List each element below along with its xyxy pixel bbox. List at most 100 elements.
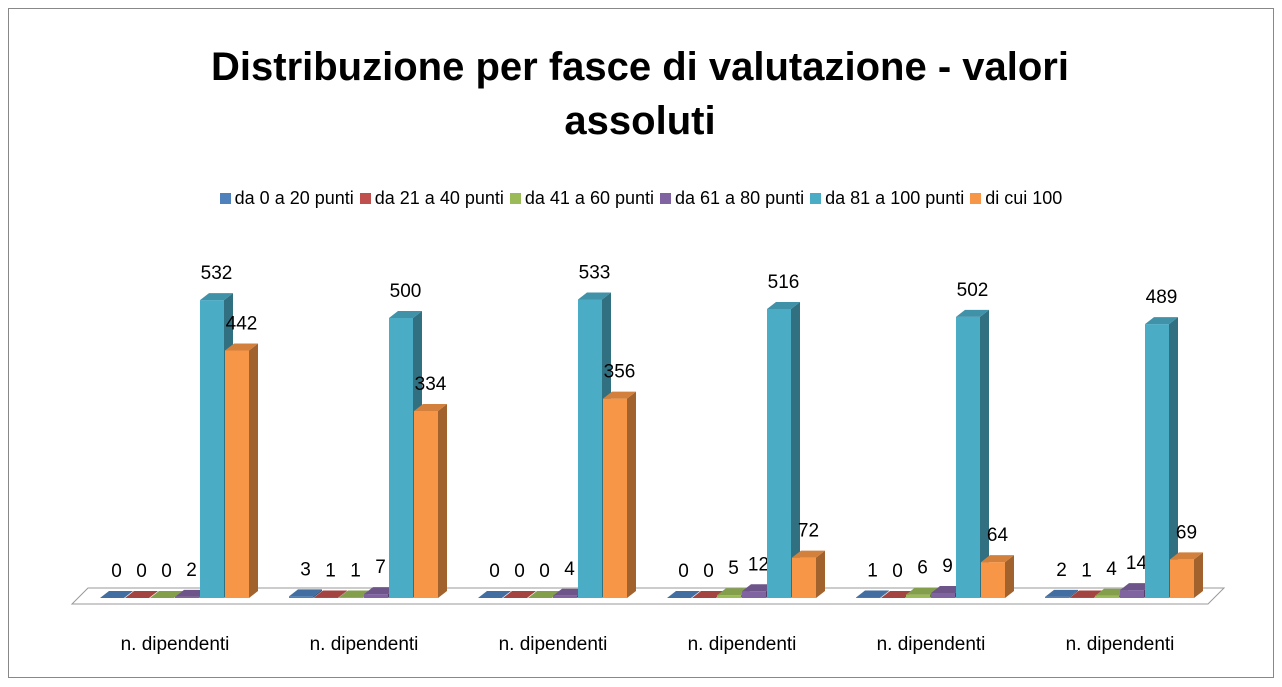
data-label: 72 <box>798 521 819 542</box>
bar <box>314 590 347 598</box>
bar <box>603 391 636 598</box>
bar-face <box>100 591 133 598</box>
x-tick-label: n. dipendenti <box>1066 634 1175 655</box>
bar-face <box>980 309 989 598</box>
data-label: 516 <box>768 272 800 293</box>
bar-face <box>289 589 322 597</box>
bar-face <box>1170 552 1203 560</box>
data-label: 0 <box>703 561 714 582</box>
bar-face <box>200 300 224 598</box>
bar-face <box>1045 596 1069 598</box>
bar-face <box>528 591 561 598</box>
data-label: 4 <box>564 559 575 580</box>
bar-face <box>767 302 800 310</box>
bar-face <box>364 587 397 595</box>
bar-face <box>816 550 825 598</box>
bar-face <box>881 591 914 598</box>
data-label: 69 <box>1176 522 1197 543</box>
data-label: 0 <box>678 561 689 582</box>
data-label: 1 <box>867 560 878 581</box>
data-label: 14 <box>1126 553 1148 574</box>
bar <box>528 591 561 598</box>
bar-face <box>956 316 980 598</box>
bar-face <box>414 410 438 598</box>
bar-face <box>603 391 636 399</box>
bar-face <box>767 309 791 598</box>
legend-item: da 21 a 40 punti <box>359 188 504 209</box>
legend-swatch <box>970 193 982 204</box>
bar <box>1145 317 1178 598</box>
bar <box>856 590 889 598</box>
bar-face <box>578 292 611 300</box>
bar-face <box>314 597 338 598</box>
bar-face <box>692 591 725 598</box>
legend-swatch <box>359 193 371 204</box>
data-label: 1 <box>350 560 361 581</box>
bar-face <box>438 403 447 598</box>
data-label: 6 <box>917 558 928 579</box>
bar-face <box>1070 590 1103 598</box>
bar-face <box>906 587 939 595</box>
legend-label: da 0 a 20 punti <box>234 188 354 208</box>
bar-face <box>414 403 447 411</box>
bar-face <box>931 585 964 593</box>
bar-face <box>956 309 989 317</box>
bar-face <box>856 590 889 598</box>
data-label: 334 <box>415 374 447 395</box>
bar <box>150 591 183 598</box>
bar-face <box>906 594 930 598</box>
bar-face <box>742 584 775 592</box>
bar-face <box>1005 555 1014 598</box>
bar-face <box>553 588 586 596</box>
data-label: 9 <box>942 556 953 577</box>
data-label: 4 <box>1106 559 1117 580</box>
bar-face <box>389 318 413 598</box>
data-label: 0 <box>161 561 172 582</box>
data-label: 500 <box>390 281 422 302</box>
bar-face <box>742 591 766 598</box>
bar-face <box>578 299 602 598</box>
chart-title: Distribuzione per fasce di valutazione -… <box>211 45 1069 143</box>
bar <box>100 591 133 598</box>
bar <box>225 343 258 598</box>
legend-item: da 41 a 60 punti <box>509 188 655 209</box>
bar <box>981 555 1014 598</box>
x-tick-label: n. dipendenti <box>877 634 986 655</box>
data-label: 2 <box>186 560 197 581</box>
bar <box>1045 589 1078 598</box>
bar-face <box>627 391 636 598</box>
bar-face <box>717 595 741 598</box>
bar-face <box>717 588 750 596</box>
bar-face <box>667 591 700 598</box>
data-label: 0 <box>136 561 147 582</box>
bar-face <box>289 596 313 598</box>
bar-face <box>880 590 889 598</box>
bar-face <box>125 591 158 598</box>
legend-label: da 81 a 100 punti <box>825 188 965 208</box>
data-label: 442 <box>226 313 258 334</box>
bar-face <box>931 592 955 598</box>
chart-frame <box>8 8 1274 678</box>
data-label: 489 <box>1146 287 1178 308</box>
bar <box>503 591 536 598</box>
data-label: 0 <box>514 561 525 582</box>
bar-face <box>1170 559 1194 598</box>
bar-face <box>553 595 577 598</box>
data-label: 532 <box>201 263 233 284</box>
data-label: 502 <box>957 280 989 301</box>
legend-label: da 21 a 40 punti <box>374 188 504 208</box>
legend-swatch <box>509 193 521 204</box>
bar-face <box>1145 317 1178 325</box>
bar <box>289 589 322 598</box>
bar-face <box>1045 589 1078 597</box>
bar <box>692 591 725 598</box>
bar-face <box>175 596 199 598</box>
bar-face <box>1095 588 1128 596</box>
x-tick-label: n. dipendenti <box>310 634 419 655</box>
legend-label: da 41 a 60 punti <box>524 188 655 208</box>
bar-face <box>200 293 233 301</box>
data-label: 5 <box>728 558 739 579</box>
data-label: 356 <box>604 362 636 383</box>
legend-label: di cui 100 <box>985 188 1063 208</box>
